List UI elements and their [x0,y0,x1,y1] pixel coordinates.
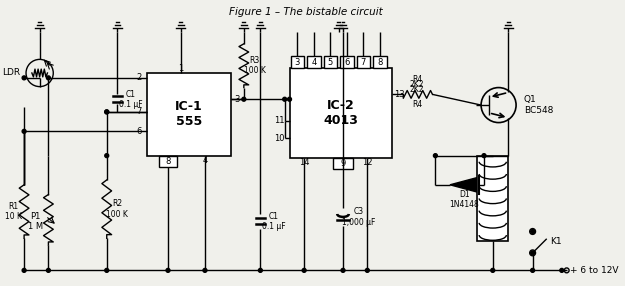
Circle shape [258,269,262,272]
Circle shape [22,76,26,80]
Polygon shape [450,177,479,192]
Circle shape [105,154,109,158]
Circle shape [482,154,486,158]
Text: IC-2
4013: IC-2 4013 [323,99,358,127]
Text: C1
0.1 μF: C1 0.1 μF [119,90,143,109]
Circle shape [166,269,170,272]
Circle shape [105,110,109,114]
Text: 2: 2 [136,73,142,82]
Text: 8: 8 [378,58,382,67]
Text: IC-1
555: IC-1 555 [175,100,203,128]
FancyBboxPatch shape [159,156,177,167]
FancyBboxPatch shape [373,56,387,68]
Circle shape [341,269,345,272]
FancyBboxPatch shape [307,56,321,68]
Text: R1
10 K: R1 10 K [5,202,22,221]
Circle shape [105,269,109,272]
FancyBboxPatch shape [324,56,337,68]
Text: C1
0.1 μF: C1 0.1 μF [262,212,286,231]
Text: 7: 7 [136,107,142,116]
FancyBboxPatch shape [333,158,352,169]
Circle shape [288,97,291,101]
Circle shape [282,97,287,101]
Circle shape [22,269,26,272]
Text: + 6 to 12V: + 6 to 12V [569,266,618,275]
Text: 9: 9 [341,159,346,168]
Text: 13: 13 [394,90,405,99]
Text: 3: 3 [294,58,300,67]
Text: 4: 4 [202,156,208,165]
FancyBboxPatch shape [340,56,354,68]
Text: P1
1 M: P1 1 M [28,212,43,231]
Circle shape [366,269,369,272]
Text: 12: 12 [362,158,372,167]
Circle shape [105,110,109,114]
Text: R4
2K2: R4 2K2 [409,75,424,94]
Text: 1: 1 [178,63,183,73]
FancyBboxPatch shape [357,56,370,68]
Circle shape [46,269,51,272]
Circle shape [22,129,26,133]
FancyBboxPatch shape [291,56,304,68]
Text: 6: 6 [344,58,349,67]
Text: R4: R4 [412,100,422,109]
FancyBboxPatch shape [478,156,508,241]
Text: 8: 8 [165,157,171,166]
Text: 3: 3 [234,95,239,104]
Text: K1: K1 [550,237,562,246]
Circle shape [434,154,437,158]
Circle shape [203,269,207,272]
Text: 4: 4 [311,58,316,67]
Circle shape [242,97,246,101]
Text: C3
1,000 μF: C3 1,000 μF [342,207,375,227]
Circle shape [302,269,306,272]
Text: 7: 7 [361,58,366,67]
Text: D1
1N4148: D1 1N4148 [449,190,479,209]
Text: R2
100 K: R2 100 K [106,199,128,219]
Text: 5: 5 [328,58,333,67]
Text: 11: 11 [274,116,284,125]
Circle shape [46,76,51,80]
Text: R3
100 K: R3 100 K [244,56,266,76]
Circle shape [531,251,534,255]
Text: 14: 14 [299,158,309,167]
Text: Q1
BC548: Q1 BC548 [524,95,553,115]
Text: 2K2: 2K2 [409,80,424,89]
Text: LDR: LDR [2,68,20,78]
FancyBboxPatch shape [147,73,231,156]
Text: Figure 1 – The bistable circuit: Figure 1 – The bistable circuit [229,7,383,17]
Circle shape [491,269,495,272]
Circle shape [560,269,564,272]
Circle shape [531,269,534,272]
FancyBboxPatch shape [289,68,392,158]
Text: 10: 10 [274,134,284,143]
Text: 6: 6 [136,127,142,136]
Circle shape [531,230,534,233]
